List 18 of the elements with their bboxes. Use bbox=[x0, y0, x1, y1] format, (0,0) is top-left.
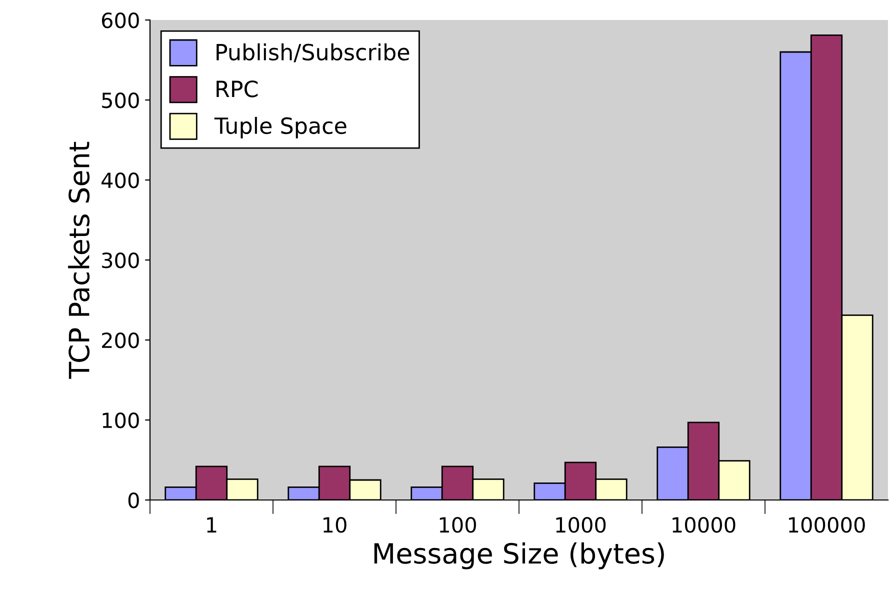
y-axis-title: TCP Packets Sent bbox=[68, 142, 90, 379]
y-tick-label: 0 bbox=[128, 492, 139, 508]
y-tick-label: 200 bbox=[102, 332, 139, 348]
x-tick-label: 100000 bbox=[789, 517, 865, 533]
x-tick-label: 1000 bbox=[556, 517, 606, 533]
x-tick-label: 10000 bbox=[672, 517, 736, 533]
legend-label: RPC bbox=[216, 80, 258, 98]
x-tick-label: 1 bbox=[207, 517, 216, 532]
x-tick-label: 10 bbox=[324, 517, 346, 533]
x-tick-label: 100 bbox=[440, 517, 476, 533]
legend-label: Publish/Subscribe bbox=[216, 43, 410, 62]
legend-label: Tuple Space bbox=[214, 116, 346, 138]
y-tick-label: 100 bbox=[102, 412, 139, 428]
y-tick-label: 400 bbox=[102, 172, 139, 188]
x-axis-title: Message Size (bytes) bbox=[374, 542, 664, 570]
y-tick-label: 500 bbox=[102, 92, 139, 108]
y-tick-label: 300 bbox=[102, 252, 139, 268]
y-tick-label: 600 bbox=[102, 12, 139, 28]
